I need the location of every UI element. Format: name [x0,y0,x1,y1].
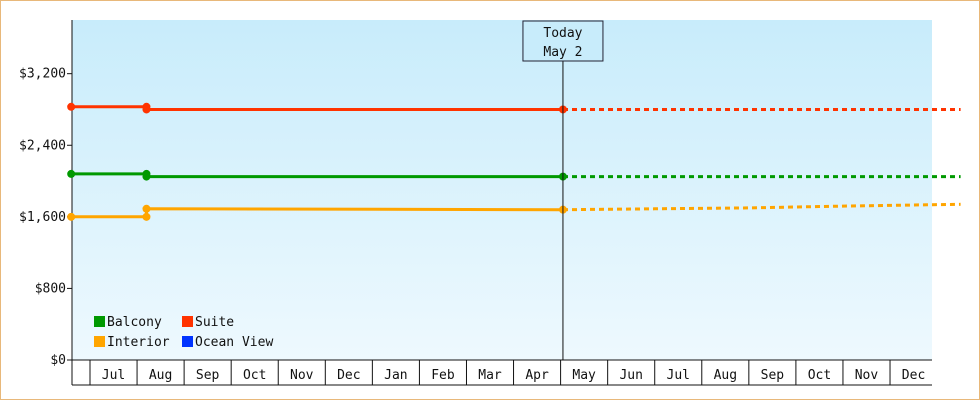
x-tick-label: Oct [243,368,266,383]
y-tick-label: $3,200 [19,67,66,82]
plot-area [72,20,932,360]
x-axis: Jul Aug Sep Oct Nov Dec Jan Feb Mar Apr May Jun Jul A… [71,359,932,386]
series-interior-point [142,204,151,213]
x-tick-label: Dec [902,368,925,383]
legend-swatch [94,316,105,327]
series-suite-point [142,105,151,114]
x-tick-label: Sep [761,368,785,383]
x-tick-label: Jul [667,368,690,383]
x-tick-label: Feb [431,368,455,383]
x-tick-label: Nov [290,368,314,383]
x-tick-label: Apr [525,368,549,383]
legend-swatch [182,336,193,347]
legend-label: Interior [107,335,170,350]
y-tick-label: $0 [50,353,66,368]
series-interior-projection [562,202,961,212]
x-tick-label: Nov [855,368,879,383]
series-balcony-point [142,172,151,181]
series-interior-line [71,207,564,219]
y-tick-label: $2,400 [19,138,66,153]
legend-label: Ocean View [195,335,273,350]
y-tick-label: $1,600 [19,210,66,225]
legend-swatch [182,316,193,327]
legend-swatch [94,336,105,347]
series-layer [67,102,961,221]
x-tick-label: Jun [619,368,642,383]
legend: Balcony Interior Suite Ocean View [94,315,273,350]
today-date: May 2 [543,45,582,60]
legend-label: Balcony [107,315,162,330]
series-interior-point [142,212,151,221]
x-tick-label: Oct [808,368,831,383]
y-tick-label: $800 [35,281,66,296]
x-tick-label: Dec [337,368,360,383]
legend-label: Suite [195,315,234,330]
today-box [522,20,604,62]
x-tick-label: Jul [102,368,125,383]
x-tick-label: Aug [149,368,172,383]
x-tick-label: Jan [384,368,407,383]
x-tick-label: Aug [714,368,737,383]
x-tick-label: Mar [478,368,502,383]
series-interior-point [67,212,76,221]
x-tick-label: May [572,368,596,383]
today-marker: Today May 2 [522,20,604,360]
series-suite-point [67,102,76,111]
today-label: Today [543,26,582,41]
y-axis: $0 $800 $1,600 $2,400 $3,200 [19,20,73,368]
x-tick-label: Sep [196,368,220,383]
series-balcony-point [67,169,76,178]
